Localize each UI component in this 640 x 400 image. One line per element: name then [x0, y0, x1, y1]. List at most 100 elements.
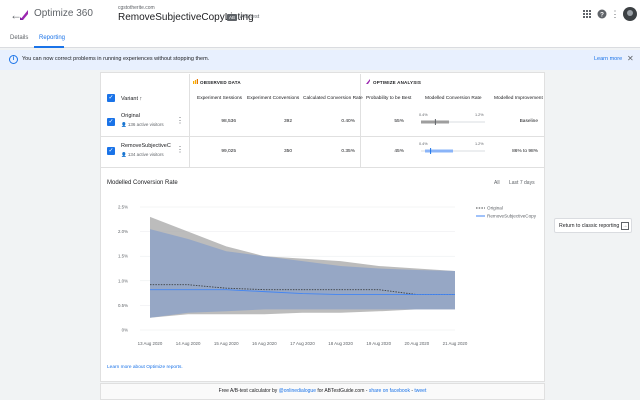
legend-label: Original [487, 206, 503, 211]
more-options-icon[interactable]: ⋮ [610, 8, 620, 19]
account-breadcrumb[interactable]: cgstotherite.com [118, 5, 155, 11]
column-divider [189, 74, 190, 168]
confidence-band-variant [150, 229, 455, 318]
x-tick-label: 21 Aug 2020 [443, 341, 468, 346]
calculator-footer: Free A/B-test calculator by @onlinedialo… [100, 383, 545, 400]
y-tick-label: 1.0% [118, 278, 128, 283]
info-icon: i [9, 55, 18, 64]
rate-column-header[interactable]: Calculated Conversion Rate [303, 96, 363, 101]
tweet-link[interactable]: tweet [414, 388, 427, 394]
exit-icon: → [621, 222, 629, 230]
y-tick-label: 2.0% [118, 229, 128, 234]
optimize-analysis-heading: OPTIMIZE ANALYSIS [373, 80, 422, 85]
range-last-7-days-button[interactable]: Last 7 days [509, 180, 535, 186]
y-tick-label: 2.5% [118, 205, 128, 210]
active-visitors-text: 134 active visitors [127, 152, 164, 157]
active-visitors-text: 136 active visitors [127, 122, 164, 127]
rate-value: 0.35% [341, 149, 355, 154]
chart-title: Modelled Conversion Rate [107, 180, 178, 186]
x-tick-label: 19 Aug 2020 [366, 341, 391, 346]
sessions-value: 99,025 [221, 149, 236, 154]
classic-reporting-label: Return to classic reporting [559, 223, 620, 229]
active-tab-indicator [34, 46, 64, 48]
top-bar: ← Optimize 360 cgstotherite.com RemoveSu… [0, 0, 640, 30]
svg-text:?: ? [600, 11, 604, 18]
person-icon: 👤 [121, 152, 127, 157]
apps-grid-icon[interactable] [582, 9, 592, 19]
experiment-type: A/B test [240, 14, 260, 20]
optimize-logo-icon [20, 10, 28, 20]
y-tick-label: 1.5% [118, 254, 128, 259]
sessions-column-header[interactable]: Experiment Sessions [197, 96, 243, 101]
legend-label: RemoveSubjectiveCopy [487, 214, 537, 219]
experiment-title: RemoveSubjectiveCopyListing [118, 12, 254, 23]
observed-data-heading: OBSERVED DATA [200, 80, 241, 85]
active-visitors: 👤 134 active visitors [121, 152, 164, 158]
banner-text: You can now correct problems in running … [22, 56, 210, 62]
banner-learn-more-link[interactable]: Learn more [594, 56, 623, 62]
range-high-label: 1.2% [475, 113, 484, 117]
author-link[interactable]: @onlinedialogue [278, 388, 316, 394]
ab-badge: AB [227, 14, 237, 21]
footer-prefix: Free A/B-test calculator by [218, 388, 279, 394]
x-tick-label: 15 Aug 2020 [214, 341, 239, 346]
column-divider [360, 74, 361, 168]
variant-menu-icon[interactable]: ⋮ [176, 145, 184, 154]
footer-middle: for ABTestGuide.com - [316, 388, 369, 394]
conversions-value: 350 [283, 149, 292, 154]
info-banner: i You can now correct problems in runnin… [0, 50, 640, 70]
range-all-button[interactable]: All [494, 180, 500, 186]
row-divider [101, 167, 544, 168]
help-icon[interactable]: ? [597, 9, 607, 19]
x-tick-label: 17 Aug 2020 [290, 341, 315, 346]
probability-column-header[interactable]: Probability to be Best [366, 96, 412, 101]
sessions-value: 98,536 [221, 119, 236, 124]
x-tick-label: 20 Aug 2020 [405, 341, 430, 346]
conversions-column-header[interactable]: Experiment Conversions [247, 96, 300, 101]
back-arrow-icon[interactable]: ← [10, 8, 22, 22]
series-line-variant [150, 289, 455, 296]
close-icon[interactable]: ✕ [627, 54, 634, 63]
improvement-value: 86% to 98% [512, 149, 538, 154]
row-divider [101, 136, 544, 137]
tab-bar: Details Reporting [0, 30, 640, 48]
variant-checkbox-original[interactable]: ✓ [107, 118, 115, 126]
footer-text: Free A/B-test calculator by @onlinedialo… [219, 388, 427, 394]
variant-name: Original [121, 113, 140, 119]
optimize-analysis-icon [366, 79, 370, 84]
person-icon: 👤 [121, 122, 127, 127]
probability-value: 45% [394, 149, 404, 154]
footer-separator: - [409, 388, 415, 394]
conversion-rate-chart: 2.5% 2.0% 1.5% 1.0% 0.5% 0% 13 Aug 2020 14 Aug… [118, 205, 537, 347]
x-tick-label: 16 Aug 2020 [252, 341, 277, 346]
return-to-classic-reporting-button[interactable]: Return to classic reporting → [554, 218, 632, 233]
y-tick-label: 0% [122, 328, 128, 333]
conversions-value: 392 [283, 119, 292, 124]
modelled-rate-interval-original [421, 119, 485, 125]
probability-value: 55% [394, 119, 404, 124]
range-high-label: 1.2% [475, 142, 484, 146]
modelled-rate-interval-variant [421, 148, 485, 154]
x-tick-label: 14 Aug 2020 [176, 341, 201, 346]
variant-name: RemoveSubjectiveC [121, 143, 171, 149]
active-visitors: 👤 136 active visitors [121, 122, 164, 128]
tab-details[interactable]: Details [10, 35, 29, 41]
modelled-rate-column-header[interactable]: Modelled Conversion Rate [425, 96, 482, 101]
variant-checkbox-removesubjective[interactable]: ✓ [107, 147, 115, 155]
variant-column-header[interactable]: Variant ↑ [121, 96, 143, 102]
share-facebook-link[interactable]: share on facebook [368, 388, 410, 394]
y-tick-label: 0.5% [118, 303, 128, 308]
bar-chart-icon [193, 79, 198, 84]
app-name: Optimize 360 [34, 8, 93, 19]
improvement-column-header[interactable]: Modelled Improvement [494, 96, 543, 101]
variant-menu-icon[interactable]: ⋮ [176, 116, 184, 125]
select-all-checkbox[interactable]: ✓ [107, 94, 115, 102]
series-line-original [150, 284, 455, 296]
learn-more-optimize-reports-link[interactable]: Learn more about Optimize reports. [107, 365, 183, 370]
improvement-value: Baseline [519, 119, 538, 124]
tab-reporting[interactable]: Reporting [39, 35, 66, 41]
rate-value: 0.40% [341, 119, 355, 124]
x-tick-label: 18 Aug 2020 [328, 341, 353, 346]
range-low-label: 0.4% [419, 113, 428, 117]
avatar[interactable] [623, 7, 637, 21]
